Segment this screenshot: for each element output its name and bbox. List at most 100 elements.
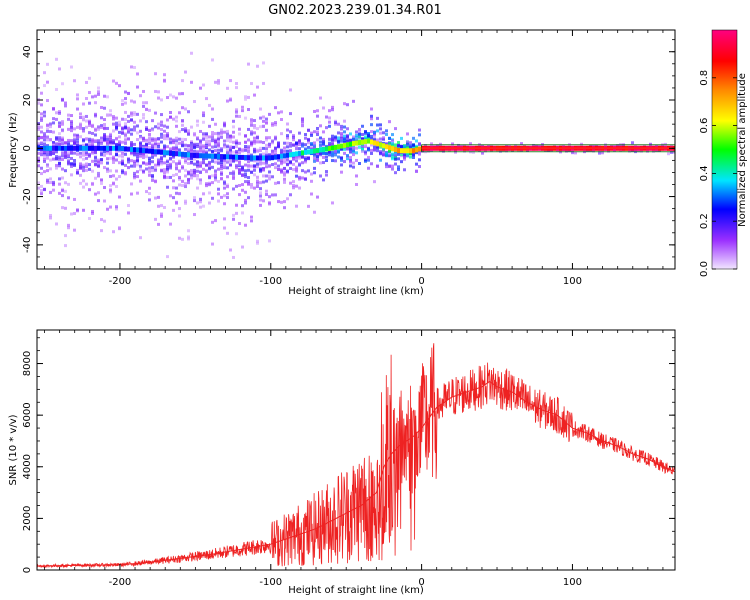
spectrogram-cell [283, 141, 286, 145]
spectrogram-cell [157, 96, 160, 100]
spectrogram-cell [223, 123, 226, 127]
spectrogram-cell [253, 186, 256, 190]
spectrogram-cell [181, 106, 184, 110]
spectrogram-cell [211, 242, 214, 246]
spectrogram-cell [328, 124, 331, 128]
spectrogram-cell [196, 186, 199, 190]
spectrogram-cell [163, 205, 166, 209]
spectrogram-cell [118, 149, 121, 153]
spectrogram-cell [385, 129, 388, 133]
spectrogram-cell [289, 112, 292, 116]
spectrogram-cell [277, 144, 280, 148]
spectrogram-cell [49, 125, 52, 129]
spectrogram-cell [265, 174, 268, 178]
spectrogram-ridge-cell [304, 149, 307, 155]
spectrogram-cell [241, 148, 244, 152]
spectrogram-cell [106, 135, 109, 139]
spectrogram-frame [36, 29, 676, 270]
spectrogram-cell [64, 244, 67, 248]
spectrogram-cell [253, 136, 256, 140]
spectrogram-cell [238, 132, 241, 136]
spectrogram-cell [151, 139, 154, 143]
spectrogram-cell [370, 134, 373, 138]
spectrogram-cell [394, 154, 397, 158]
spectrogram-cell [409, 141, 412, 145]
spectrogram-cell [244, 144, 247, 148]
spectrogram-cell [316, 195, 319, 199]
spectrogram-cell [166, 125, 169, 129]
spectrogram-cell [88, 76, 91, 80]
spectrogram-cell [43, 152, 46, 156]
spectrogram-cell [124, 132, 127, 136]
spectrogram-ridge-cell [418, 146, 421, 152]
spectrogram-cell [232, 187, 235, 191]
spectrogram-cell [292, 134, 295, 138]
spectrogram-cell [304, 147, 307, 151]
spectrogram-cell [79, 112, 82, 116]
spectrogram-cell [397, 143, 400, 147]
snr-x-label: Height of straight line (km) [288, 585, 424, 596]
spectrogram-cell [232, 172, 235, 176]
spectrogram-ridge-cell [241, 154, 244, 160]
spectrogram-cell [226, 145, 229, 149]
spectrogram-ridge-cell [322, 147, 325, 153]
spectrogram-cell [370, 107, 373, 111]
spectrogram-cell [271, 122, 274, 126]
spectrogram-cell [190, 150, 193, 154]
spectrogram-ridge-cell [406, 148, 409, 154]
spectrogram-cell [67, 141, 70, 145]
spectrogram-cell [214, 149, 217, 153]
spectrogram-cell [334, 138, 337, 142]
spectrogram-cell [127, 91, 130, 95]
spectrogram-cell [328, 144, 331, 148]
spectrogram-cell [163, 73, 166, 77]
spectrogram-cell [214, 176, 217, 180]
spectrogram-cell [67, 223, 70, 227]
spectrogram-cell [265, 193, 268, 197]
spectrogram-cell [403, 152, 406, 156]
spectrogram-cell [61, 206, 64, 210]
spectrogram-cell [178, 141, 181, 145]
spectrogram-cell [115, 136, 118, 140]
spectrogram-cell [61, 154, 64, 158]
spectrogram-cell [91, 182, 94, 186]
spectrogram-cell [262, 140, 265, 144]
spectrogram-cell [97, 171, 100, 175]
spectrogram-cell [334, 149, 337, 153]
spectrogram-cell [115, 116, 118, 120]
spectrogram-cell [244, 95, 247, 99]
spectrogram-cell [148, 141, 151, 145]
spectrogram-cell [256, 179, 259, 183]
spectrogram-cell [364, 150, 367, 154]
spectrogram-ridge-cell [262, 155, 265, 161]
spectrogram-cell [166, 166, 169, 170]
spectrogram-cell [82, 139, 85, 143]
spectrogram-cell [37, 151, 40, 155]
spectrogram-cell [184, 147, 187, 151]
spectrogram-cell [223, 165, 226, 169]
spectrogram-cell [46, 129, 49, 133]
spectrogram-cell [142, 116, 145, 120]
spectrogram-cell [94, 151, 97, 155]
spectrogram-cell [88, 139, 91, 143]
spectrogram-ridge-cell [319, 147, 322, 153]
spectrogram-cell [370, 130, 373, 134]
spectrogram-cell [88, 91, 91, 95]
spectrogram-cell [346, 103, 349, 107]
spectrogram-ridge-cell [154, 149, 157, 155]
spectrogram-cell [289, 193, 292, 197]
spectrogram-cell [232, 213, 235, 217]
spectrogram-cell [244, 190, 247, 194]
spectrogram-cell [238, 141, 241, 145]
spectrogram-ridge-cell [235, 154, 238, 160]
spectrogram-cell [208, 183, 211, 187]
spectrogram-cell [280, 118, 283, 122]
spectrogram-cell [202, 132, 205, 136]
spectrogram-cell [169, 115, 172, 119]
spectrogram-cell [58, 142, 61, 146]
spectrogram-cell [133, 111, 136, 115]
spectrogram-cell [100, 125, 103, 129]
spectrogram-cell [175, 139, 178, 143]
spectrogram-cell [211, 145, 214, 149]
spectrogram-cell [499, 149, 502, 153]
